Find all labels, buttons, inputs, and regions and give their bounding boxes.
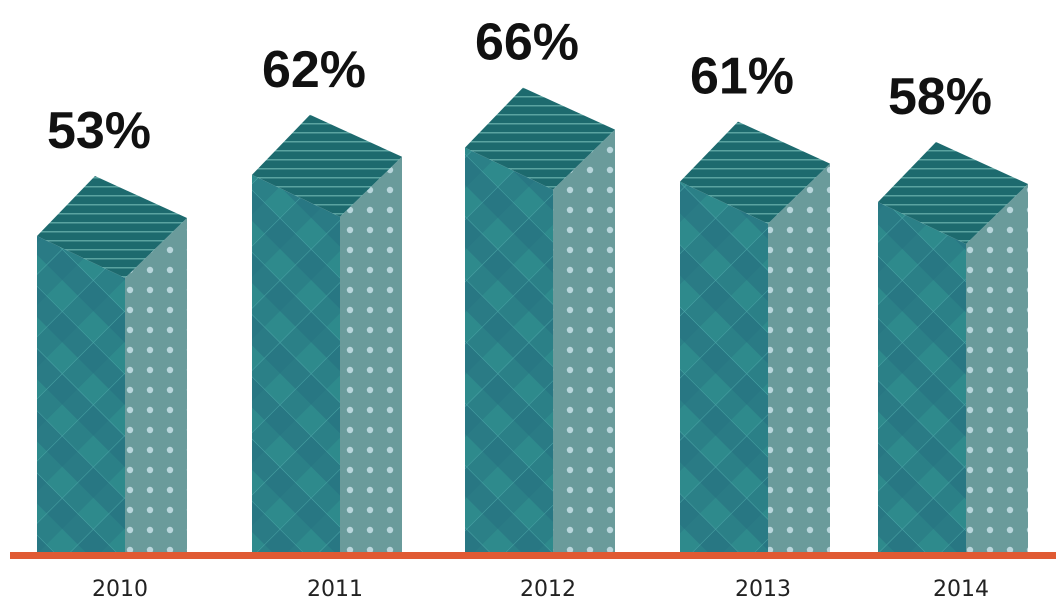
bar-front-face [465,147,553,552]
bar-side-face [768,163,830,552]
bar-front-face [252,174,340,553]
data-label: 62% [262,41,366,99]
bar-side-face [340,156,402,553]
bar-2010 [37,176,187,552]
bar-top-face [37,176,187,278]
bar-2013 [680,121,830,552]
x-tick-label: 2012 [520,577,576,602]
labels-layer: 53% 62% 66% 61% 58% [47,14,992,160]
bar-side-face [125,218,187,552]
data-label: 66% [475,14,579,72]
x-tick-label: 2013 [735,577,791,602]
bars-layer [37,87,1028,553]
bar-top-face [465,87,615,190]
bar-top-face [878,142,1028,244]
data-label: 58% [888,68,992,126]
data-label: 53% [47,102,151,160]
bar-top-face [680,121,830,224]
bar-side-face [966,184,1028,552]
bar-front-face [37,236,125,552]
bar-2014 [878,142,1028,552]
x-tick-label: 2014 [933,577,989,602]
bar-front-face [878,202,966,552]
x-tick-label: 2011 [307,577,363,602]
baseline [10,552,1056,559]
bar-front-face [680,181,768,552]
data-label: 61% [690,48,794,106]
bar-top-face [252,114,402,217]
bar-2011 [252,114,402,553]
x-tick-label: 2010 [92,577,148,602]
bar-2012 [465,87,615,552]
axis-layer: 2010 2011 2012 2013 2014 [10,552,1056,602]
bar-side-face [553,129,615,552]
